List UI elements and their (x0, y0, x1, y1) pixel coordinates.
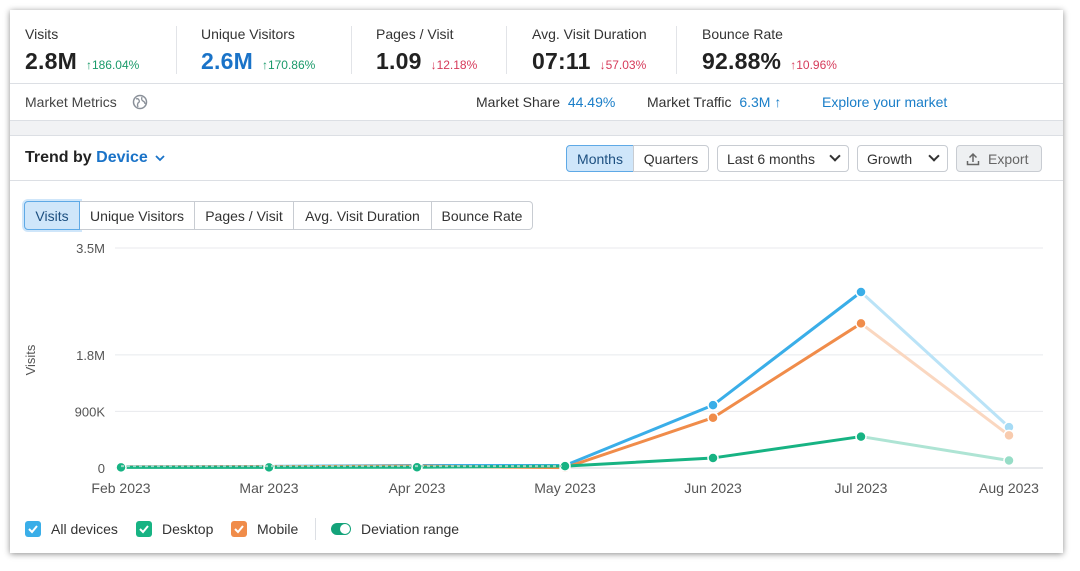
divider (315, 518, 316, 540)
metric-label: Avg. Visit Duration (532, 26, 647, 42)
tab-pages-per-visit[interactable]: Pages / Visit (195, 201, 294, 230)
metric-value: 07:11 (532, 48, 591, 74)
divider (351, 26, 352, 74)
market-traffic: Market Traffic 6.3M ↑ (647, 94, 781, 110)
chevron-down-icon (829, 150, 841, 162)
trend-dimension-dropdown[interactable]: Device (96, 149, 165, 166)
tab-visits[interactable]: Visits (24, 201, 80, 230)
market-bar: Market Metrics Market Share 44.49% Marke… (10, 84, 1063, 120)
divider (506, 26, 507, 74)
metric-value: 2.6M (201, 48, 253, 74)
metric-bounce-rate[interactable]: Bounce Rate 92.88% ↑10.96% (702, 26, 837, 75)
upload-icon (966, 152, 980, 165)
metric-label: Unique Visitors (201, 26, 295, 42)
legend-deviation-range[interactable]: Deviation range (331, 519, 459, 539)
metric-pages-per-visit[interactable]: Pages / Visit 1.09 ↓12.18% (376, 26, 477, 75)
metric-unique-visitors[interactable]: Unique Visitors 2.6M ↑170.86% (201, 26, 315, 75)
toggle-icon (331, 523, 351, 535)
trend-title: Trend by Device (25, 149, 165, 167)
period-dropdown[interactable]: Last 6 months (717, 145, 849, 172)
metrics-header: Visits 2.8M ↑186.04% Unique Visitors 2.6… (10, 10, 1063, 83)
metric-avg-visit-duration[interactable]: Avg. Visit Duration 07:11 ↓57.03% (532, 26, 647, 75)
divider (676, 26, 677, 74)
explore-market-link[interactable]: Explore your market (822, 94, 948, 110)
granularity-months-label: Months (577, 150, 623, 167)
metric-label: Visits (25, 26, 59, 42)
tab-label: Avg. Visit Duration (305, 207, 420, 224)
metric-delta: ↑170.86% (261, 58, 316, 72)
chevron-down-icon (155, 155, 165, 162)
granularity-quarters[interactable]: Quarters (633, 145, 709, 172)
legend-label: Mobile (257, 521, 299, 537)
section-gap (10, 121, 1063, 135)
divider (10, 83, 1063, 84)
tab-avg-visit-duration[interactable]: Avg. Visit Duration (294, 201, 432, 230)
globe-icon[interactable] (132, 94, 148, 110)
period-label: Last 6 months (727, 150, 815, 167)
tab-unique-visitors[interactable]: Unique Visitors (80, 201, 195, 230)
metric-label: Bounce Rate (702, 26, 783, 42)
metric-label: Pages / Visit (376, 26, 454, 42)
market-traffic-value: 6.3M ↑ (739, 94, 782, 110)
mode-dropdown[interactable]: Growth (857, 145, 948, 172)
export-button[interactable]: Export (956, 145, 1042, 172)
metric-value: 1.09 (376, 48, 422, 74)
metric-tabs: Visits Unique Visitors Pages / Visit Avg… (24, 201, 533, 230)
metric-delta: ↑186.04% (85, 58, 140, 72)
tab-label: Unique Visitors (90, 207, 184, 224)
checkbox-checked-icon (231, 521, 247, 537)
trend-dimension-label: Device (96, 149, 148, 166)
granularity-months[interactable]: Months (566, 145, 634, 172)
metric-delta: ↓57.03% (599, 58, 647, 72)
metric-value: 92.88% (702, 48, 782, 74)
tab-bounce-rate[interactable]: Bounce Rate (432, 201, 533, 230)
market-metrics-label: Market Metrics (25, 94, 117, 110)
metric-delta: ↑10.96% (790, 58, 837, 72)
legend-label: Deviation range (361, 521, 460, 537)
metric-delta: ↓12.18% (430, 58, 478, 72)
market-share: Market Share 44.49% (476, 94, 615, 110)
divider (10, 180, 1063, 181)
export-label: Export (988, 150, 1029, 167)
legend-mobile[interactable]: Mobile (231, 519, 298, 539)
legend-label: Desktop (162, 521, 214, 537)
divider (10, 135, 1063, 136)
legend-all-devices[interactable]: All devices (25, 519, 118, 539)
tab-label: Visits (35, 207, 69, 224)
checkbox-checked-icon (136, 521, 152, 537)
tab-label: Pages / Visit (205, 207, 283, 224)
checkbox-checked-icon (25, 521, 41, 537)
trend-title-prefix: Trend by (25, 149, 92, 166)
metric-visits[interactable]: Visits 2.8M ↑186.04% (25, 26, 139, 75)
divider (176, 26, 177, 74)
granularity-quarters-label: Quarters (643, 150, 699, 167)
market-share-label: Market Share (476, 94, 561, 110)
legend-desktop[interactable]: Desktop (136, 519, 213, 539)
divider (10, 120, 1063, 121)
market-traffic-label: Market Traffic (647, 94, 732, 110)
market-share-value: 44.49% (567, 94, 616, 110)
chevron-down-icon (928, 150, 940, 162)
metric-value: 2.8M (25, 48, 77, 74)
tab-label: Bounce Rate (441, 207, 523, 224)
mode-label: Growth (867, 150, 913, 167)
legend-label: All devices (51, 521, 118, 537)
